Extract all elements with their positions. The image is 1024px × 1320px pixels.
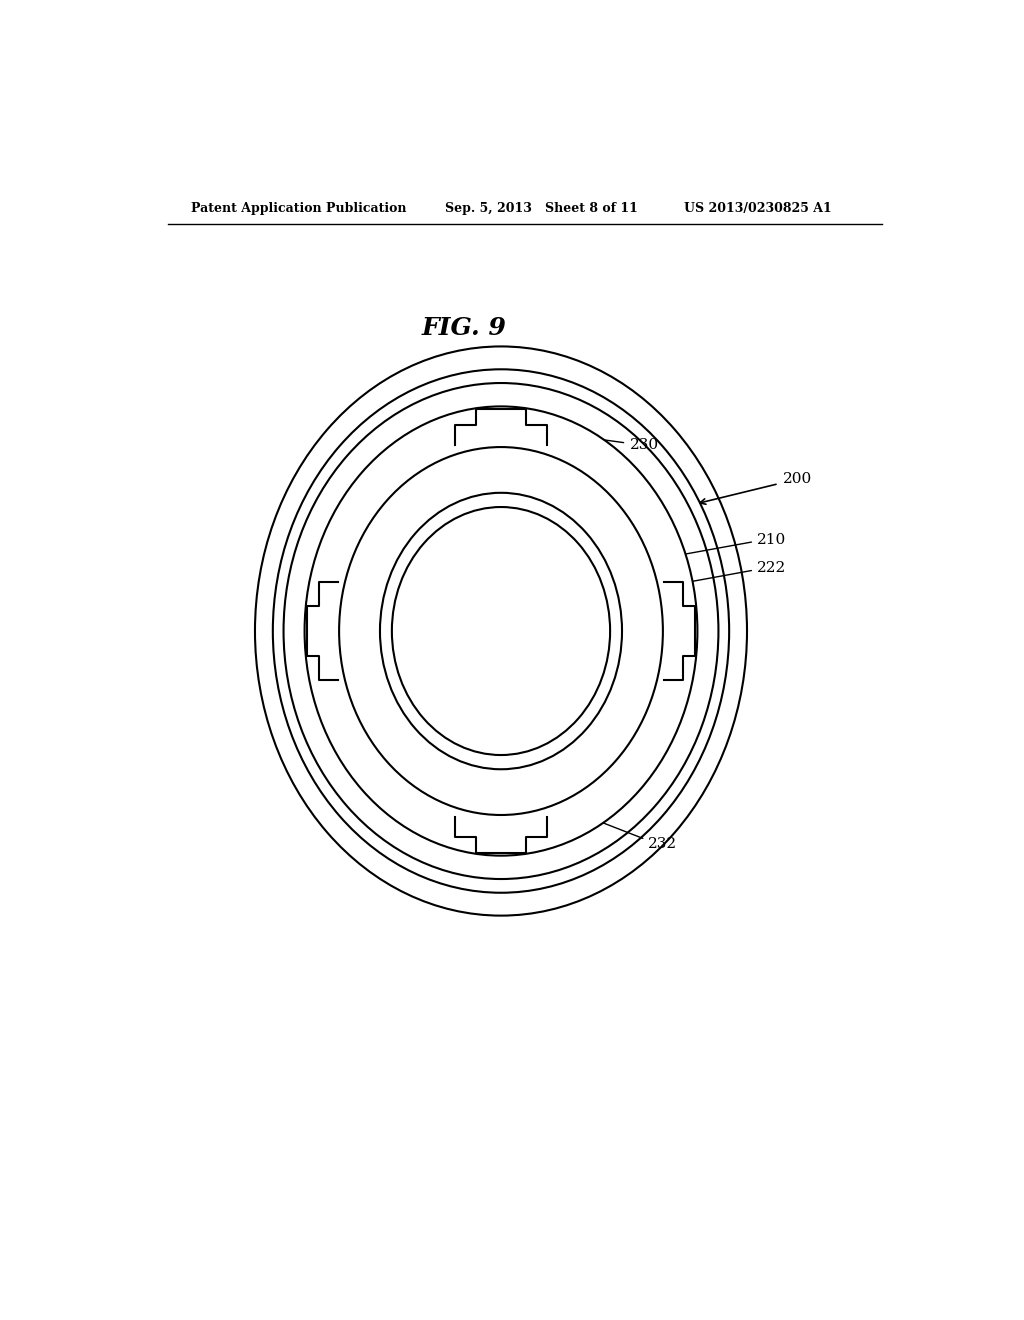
Text: Patent Application Publication: Patent Application Publication xyxy=(191,202,407,215)
Ellipse shape xyxy=(284,383,719,879)
Text: 200: 200 xyxy=(782,471,812,486)
Text: 230: 230 xyxy=(630,438,658,451)
Text: 222: 222 xyxy=(757,561,785,576)
Ellipse shape xyxy=(380,492,622,770)
Ellipse shape xyxy=(304,407,697,855)
Text: 210: 210 xyxy=(757,532,785,546)
Ellipse shape xyxy=(272,370,729,892)
Ellipse shape xyxy=(339,447,663,814)
Text: Sep. 5, 2013   Sheet 8 of 11: Sep. 5, 2013 Sheet 8 of 11 xyxy=(445,202,638,215)
Ellipse shape xyxy=(392,507,610,755)
Text: 232: 232 xyxy=(648,837,677,851)
Text: FIG. 9: FIG. 9 xyxy=(422,315,507,341)
Text: US 2013/0230825 A1: US 2013/0230825 A1 xyxy=(684,202,831,215)
Ellipse shape xyxy=(255,346,746,916)
